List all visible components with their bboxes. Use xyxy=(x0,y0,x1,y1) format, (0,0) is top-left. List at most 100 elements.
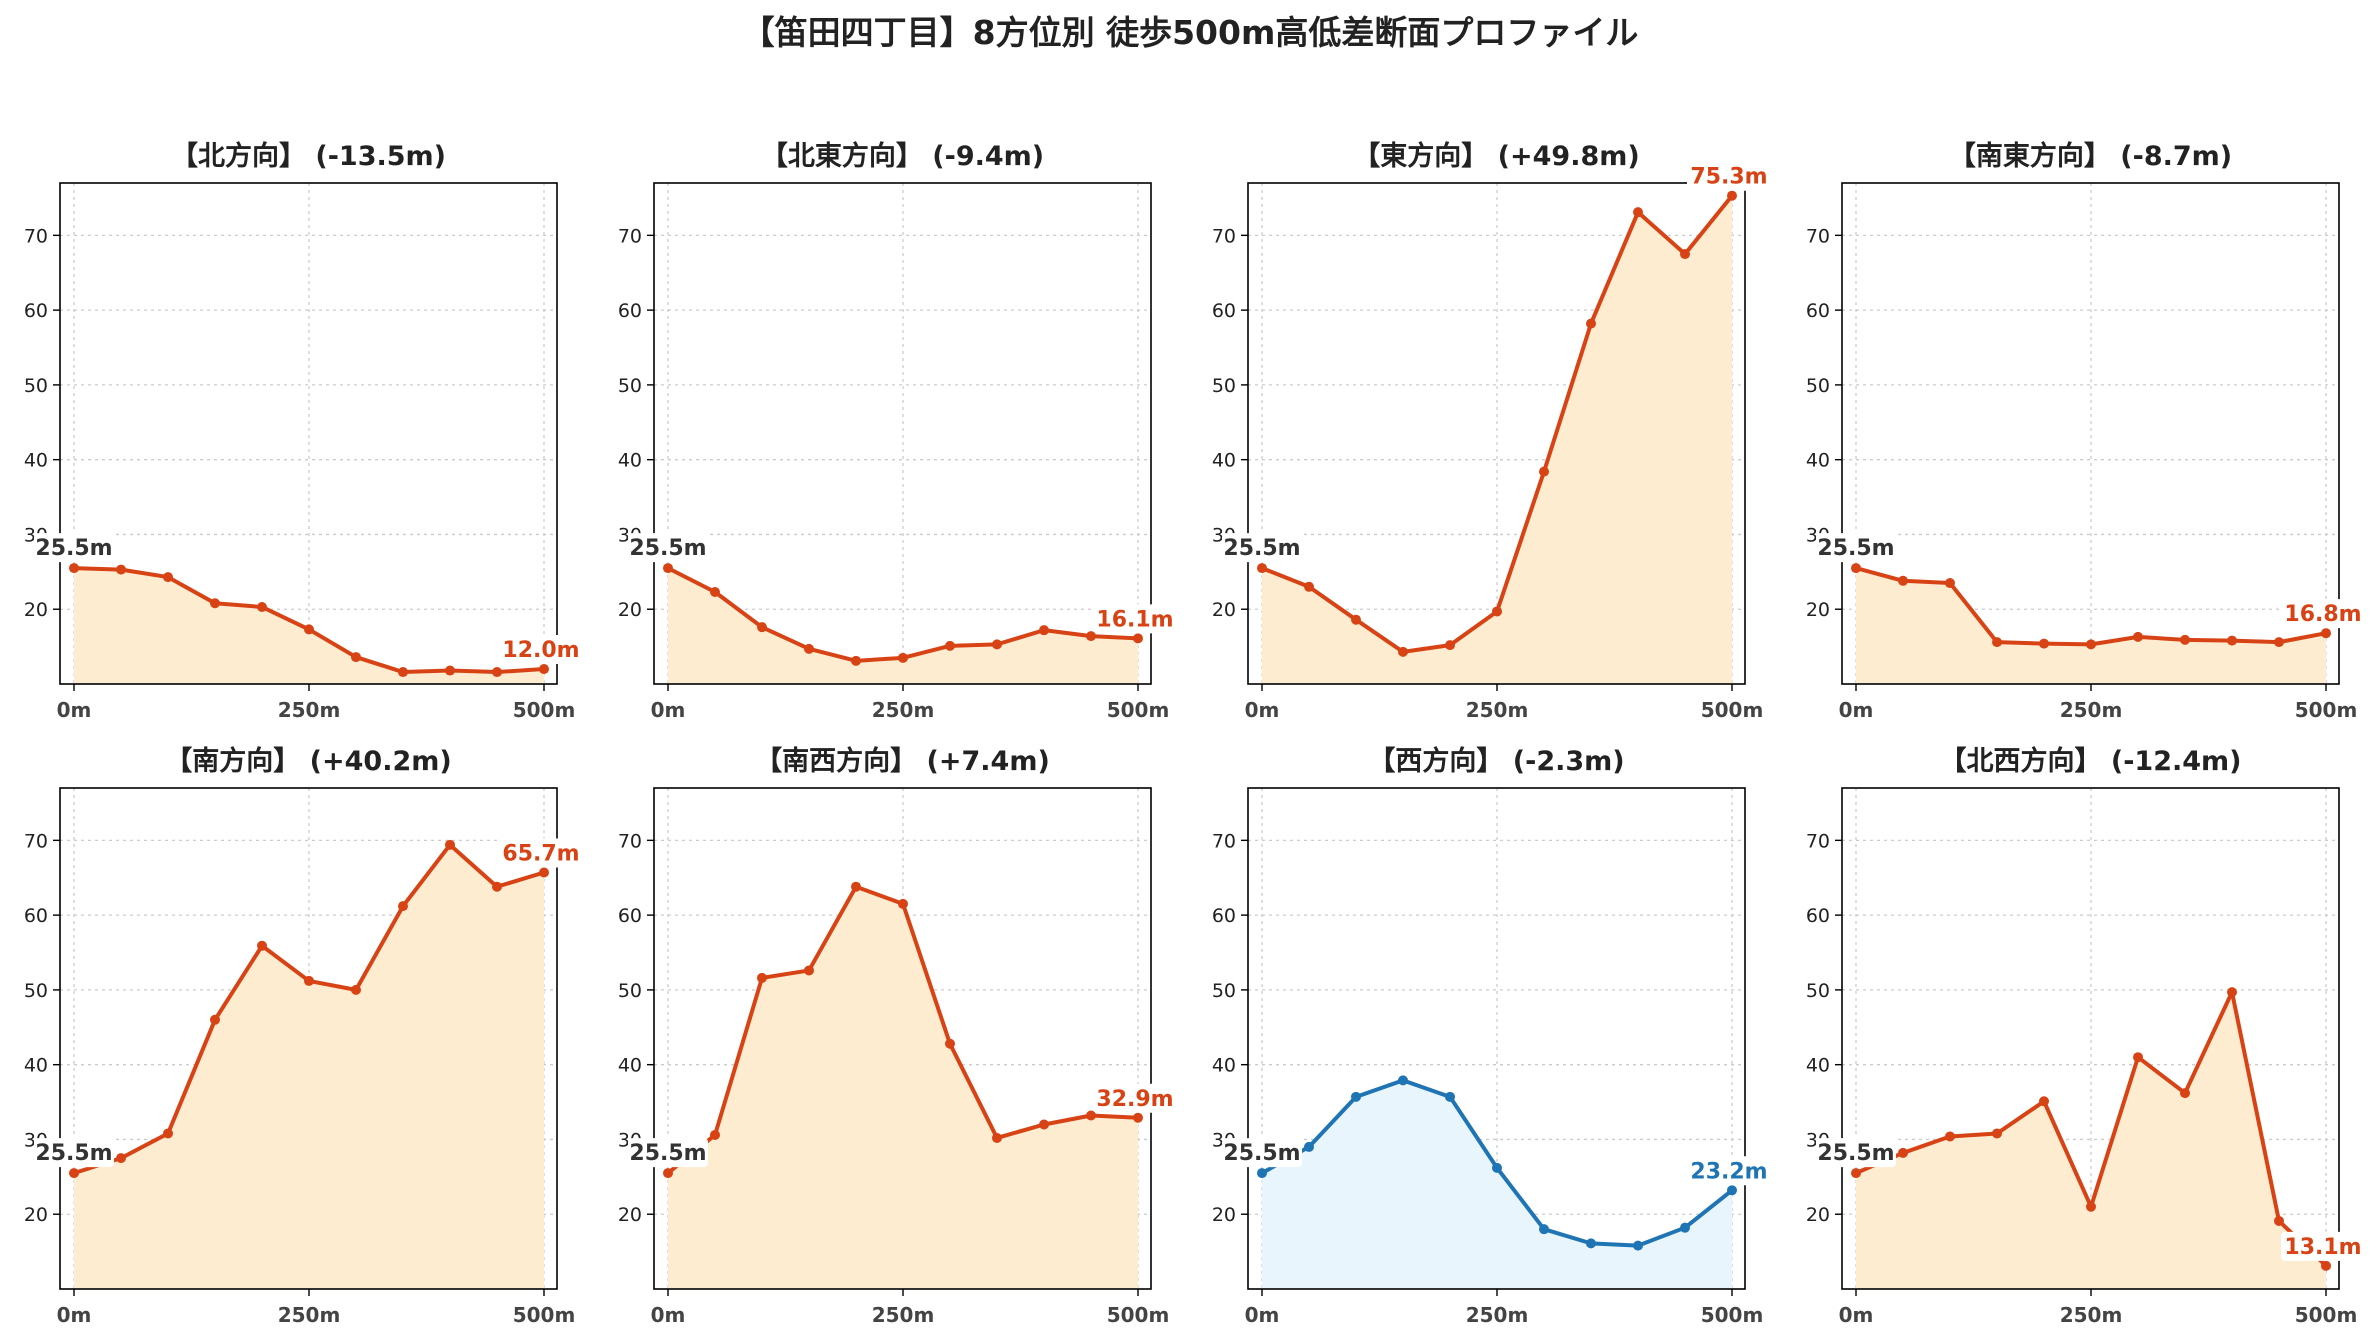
x-tick-label: 0m xyxy=(1839,1303,1874,1327)
y-tick-label: 70 xyxy=(618,830,642,852)
end-label: 12.0m xyxy=(502,638,579,663)
x-tick-label: 500m xyxy=(1107,698,1170,722)
y-tick-label: 70 xyxy=(24,225,48,247)
y-tick-label: 40 xyxy=(1212,1055,1236,1077)
y-tick-label: 20 xyxy=(1806,1204,1830,1226)
data-point xyxy=(1680,249,1690,260)
y-tick-label: 70 xyxy=(618,225,642,247)
x-tick-label: 250m xyxy=(2060,698,2123,722)
start-label-box xyxy=(34,1138,114,1168)
area-fill xyxy=(1856,992,2326,1289)
y-tick-label: 60 xyxy=(24,905,48,927)
data-point xyxy=(2274,637,2284,648)
data-point xyxy=(757,622,767,633)
panel-6: 【西方向】 (-2.3m)2030405060700m250m500m25.5m… xyxy=(1212,745,1771,1327)
data-point xyxy=(2180,1088,2190,1099)
end-label-box xyxy=(1687,1156,1771,1186)
start-label-box xyxy=(628,1138,708,1168)
data-point xyxy=(304,624,314,635)
data-point xyxy=(492,667,502,678)
figure-title: 【笛田四丁目】8方位別 徒歩500m高低差断面プロファイル xyxy=(742,13,1639,52)
end-label-box xyxy=(499,635,583,665)
data-point xyxy=(1539,1224,1549,1235)
area-fill xyxy=(1262,1080,1732,1289)
area-fill xyxy=(74,568,544,684)
start-label: 25.5m xyxy=(35,1141,112,1166)
panel-title: 【南西方向】 (+7.4m) xyxy=(755,745,1050,777)
start-label-box xyxy=(34,533,114,563)
panel-4: 【南方向】 (+40.2m)2030405060700m250m500m25.5… xyxy=(24,745,583,1327)
data-point xyxy=(1039,625,1049,636)
panels: 【北方向】 (-13.5m)2030405060700m250m500m25.5… xyxy=(24,140,2365,1327)
area-fill xyxy=(1856,568,2326,684)
end-label-box xyxy=(1093,1083,1177,1113)
y-tick-label: 50 xyxy=(618,375,642,397)
y-tick-label: 20 xyxy=(1212,1204,1236,1226)
data-point xyxy=(1945,1131,1955,1142)
data-point xyxy=(1398,1075,1408,1086)
y-tick-label: 40 xyxy=(24,1055,48,1077)
y-tick-label: 40 xyxy=(1806,450,1830,472)
data-point xyxy=(1304,581,1314,592)
data-point xyxy=(1445,1091,1455,1102)
data-point xyxy=(1039,1119,1049,1130)
data-point xyxy=(69,1168,79,1179)
y-tick-label: 50 xyxy=(24,980,48,1002)
data-point xyxy=(163,572,173,583)
data-point xyxy=(351,984,361,995)
data-point xyxy=(539,664,549,675)
end-label: 16.8m xyxy=(2284,602,2361,627)
y-tick-label: 60 xyxy=(1806,300,1830,322)
y-tick-label: 50 xyxy=(618,980,642,1002)
x-tick-label: 250m xyxy=(872,698,935,722)
data-point xyxy=(1133,1112,1143,1123)
data-point xyxy=(1851,1168,1861,1179)
end-label: 23.2m xyxy=(1690,1159,1767,1184)
area-fill xyxy=(668,568,1138,684)
data-point xyxy=(1945,578,1955,589)
y-tick-label: 70 xyxy=(1212,830,1236,852)
y-tick-label: 20 xyxy=(24,599,48,621)
panel-title: 【南東方向】 (-8.7m) xyxy=(1949,140,2232,172)
x-tick-label: 0m xyxy=(1839,698,1874,722)
data-point xyxy=(1633,207,1643,218)
data-point xyxy=(257,940,267,951)
data-point xyxy=(1539,466,1549,477)
x-tick-label: 500m xyxy=(513,1303,576,1327)
y-tick-label: 40 xyxy=(618,1055,642,1077)
end-label-box xyxy=(2281,599,2365,629)
x-tick-label: 250m xyxy=(2060,1303,2123,1327)
data-point xyxy=(2086,639,2096,650)
data-point xyxy=(1680,1222,1690,1233)
end-label: 13.1m xyxy=(2284,1235,2361,1260)
x-tick-label: 0m xyxy=(651,698,686,722)
data-point xyxy=(1086,1110,1096,1121)
data-point xyxy=(2133,631,2143,642)
data-point xyxy=(1351,1091,1361,1102)
data-point xyxy=(1492,606,1502,617)
y-tick-label: 40 xyxy=(24,450,48,472)
x-tick-label: 0m xyxy=(651,1303,686,1327)
data-point xyxy=(163,1128,173,1139)
data-point xyxy=(2321,1260,2331,1271)
data-point xyxy=(398,901,408,912)
data-point xyxy=(116,564,126,575)
data-point xyxy=(445,839,455,850)
x-tick-label: 0m xyxy=(57,1303,92,1327)
data-point xyxy=(710,1129,720,1140)
panel-3: 【南東方向】 (-8.7m)2030405060700m250m500m25.5… xyxy=(1806,140,2365,722)
x-tick-label: 250m xyxy=(872,1303,935,1327)
x-tick-label: 500m xyxy=(2295,1303,2358,1327)
data-point xyxy=(1351,614,1361,625)
data-point xyxy=(2180,634,2190,645)
data-point xyxy=(945,640,955,651)
y-tick-label: 50 xyxy=(1212,980,1236,1002)
area-fill xyxy=(668,886,1138,1289)
y-tick-label: 70 xyxy=(24,830,48,852)
data-point xyxy=(992,639,1002,650)
data-point xyxy=(210,598,220,609)
panel-2: 【東方向】 (+49.8m)2030405060700m250m500m25.5… xyxy=(1212,140,1771,722)
data-point xyxy=(2039,1096,2049,1107)
end-label-box xyxy=(499,838,583,868)
